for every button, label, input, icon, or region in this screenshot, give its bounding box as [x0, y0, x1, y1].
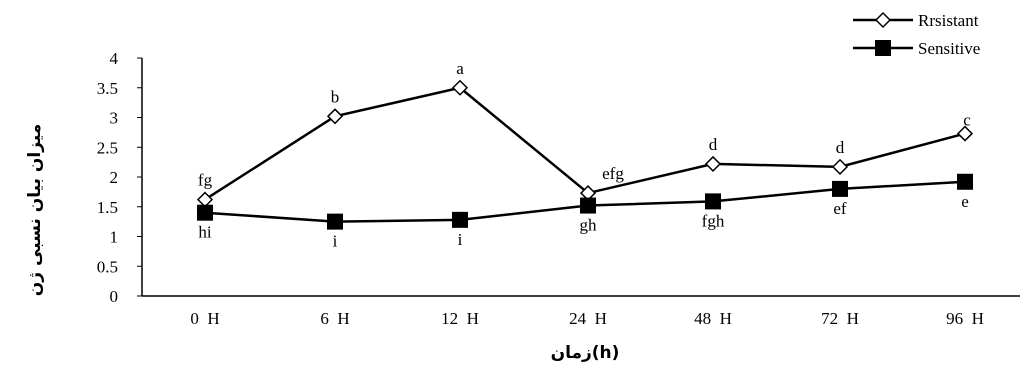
data-label: c [963, 111, 971, 130]
data-point-rrsistant [196, 191, 214, 208]
data-point-sensitive [832, 180, 848, 197]
data-point-rrsistant [451, 79, 469, 96]
y-tick-label: 3 [110, 109, 119, 128]
data-label: ef [833, 199, 847, 218]
x-tick-label: 0 H [190, 309, 219, 328]
x-tick-label: 12 H [441, 309, 479, 328]
data-label: hi [198, 223, 212, 242]
data-point-sensitive [452, 211, 468, 228]
data-point-sensitive [197, 204, 213, 221]
data-point-rrsistant [956, 125, 974, 142]
y-axis-title: میزان بیان نسبی ژن [25, 124, 45, 296]
data-label: i [458, 230, 463, 249]
data-label: d [836, 138, 845, 157]
y-tick-label: 1.5 [97, 198, 118, 217]
legend-marker-square [875, 40, 891, 56]
data-point-rrsistant [326, 108, 344, 125]
legend: Rrsistant Sensitive [853, 11, 980, 58]
data-label: i [333, 232, 338, 251]
data-point-sensitive [705, 193, 721, 210]
y-tick-label: 1 [110, 228, 119, 247]
data-label: a [456, 59, 464, 78]
x-tick-label: 48 H [694, 309, 732, 328]
data-label: b [331, 87, 340, 106]
data-point-sensitive [580, 197, 596, 214]
y-tick-label: 0.5 [97, 257, 118, 276]
data-label: fgh [702, 211, 725, 230]
data-label: d [709, 135, 718, 154]
x-tick-label: 96 H [946, 309, 984, 328]
y-tick-label: 3.5 [97, 79, 118, 98]
data-labels: fg b a efg d d c hi i i gh fgh ef e [198, 59, 971, 251]
series-layer [196, 79, 974, 230]
data-label: e [961, 192, 969, 211]
x-tick-label: 6 H [320, 309, 349, 328]
data-point-rrsistant [831, 158, 849, 175]
y-tick-label: 0 [110, 287, 119, 306]
data-point-rrsistant [704, 155, 722, 172]
x-axis-title: زمان(h) [551, 343, 620, 363]
y-tick-label: 2 [110, 168, 119, 187]
y-tick-label: 2.5 [97, 138, 118, 157]
y-tick-label: 4 [110, 49, 119, 68]
data-label: efg [602, 164, 624, 183]
axes: 0 0.5 1 1.5 2 2.5 3 3.5 4 0 H 6 H 12 H 24 H 48 H 72 H 9… [97, 49, 1020, 328]
legend-label: Rrsistant [918, 11, 979, 30]
x-tick-label: 72 H [821, 309, 859, 328]
x-tick-label: 24 H [569, 309, 607, 328]
data-label: gh [580, 216, 598, 235]
legend-marker-diamond [874, 11, 892, 29]
data-label: fg [198, 171, 213, 190]
data-point-sensitive [957, 173, 973, 190]
series-line-rrsistant [204, 86, 966, 201]
legend-label: Sensitive [918, 39, 980, 58]
data-point-sensitive [327, 213, 343, 230]
